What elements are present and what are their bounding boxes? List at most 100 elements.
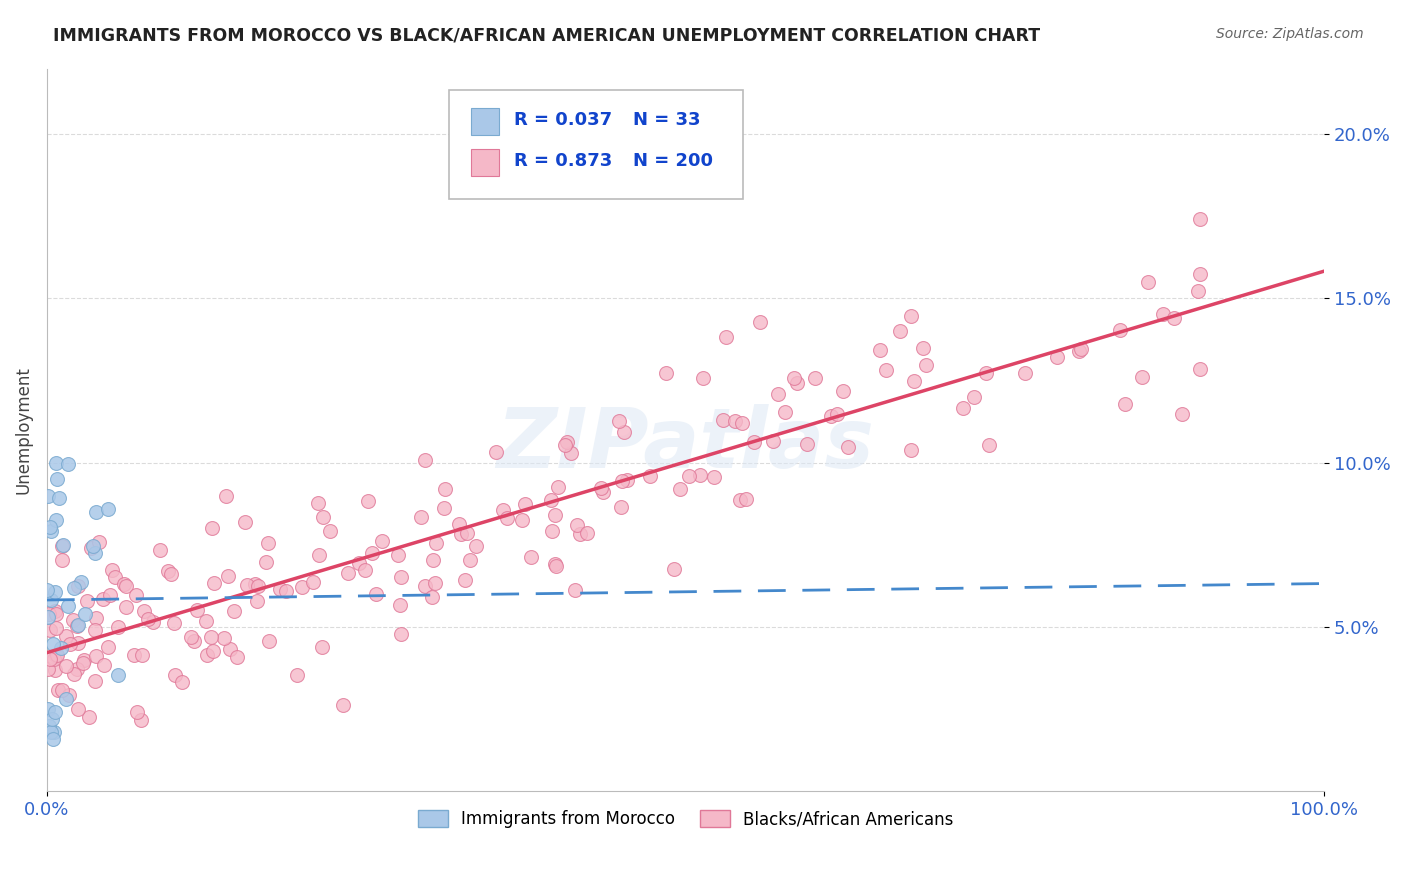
Point [51,552,73,566]
Point [84,673,107,688]
Point [301,574,323,589]
Point [389,627,412,641]
Point [654,366,676,380]
Point [149,542,172,557]
Point [389,570,412,584]
Point [51,640,73,655]
Point [748,315,770,329]
Point [875,363,897,377]
Point [204,576,226,591]
Point [38,623,60,637]
Point [541,524,564,538]
Legend: Immigrants from Morocco, Blacks/African Americans: Immigrants from Morocco, Blacks/African … [411,804,960,835]
Point [589,481,612,495]
Point [44,706,66,720]
Point [200,521,222,535]
Point [544,508,567,522]
Point [62,613,84,627]
Point [37,610,59,624]
Point [555,434,578,449]
Point [612,474,634,488]
Point [84,505,107,519]
Point [285,668,308,682]
Point [900,442,922,457]
Point [592,485,614,500]
Point [761,434,783,448]
Point [742,435,765,450]
Point [450,527,472,541]
Point [544,558,567,573]
Point [1137,275,1160,289]
Point [38,718,60,732]
Point [361,546,384,560]
Point [547,480,569,494]
Point [565,517,588,532]
Point [1152,307,1174,321]
Point [353,563,375,577]
Point [246,594,269,608]
Point [616,473,638,487]
Point [714,330,737,344]
Point [952,401,974,415]
Point [51,682,73,697]
Point [269,582,291,597]
Point [366,587,388,601]
Point [51,539,73,553]
Point [607,414,630,428]
Point [42,637,65,651]
Point [540,493,562,508]
Point [107,668,129,682]
Point [243,576,266,591]
Point [45,607,67,621]
Point [564,582,586,597]
Point [903,375,925,389]
Point [39,725,62,739]
Point [215,489,238,503]
Point [45,456,67,470]
Point [832,384,855,398]
Point [731,416,754,430]
Point [72,656,94,670]
Point [63,581,86,595]
Point [312,510,335,524]
Point [66,579,89,593]
Point [100,563,122,577]
Point [336,566,359,580]
Point [127,705,149,719]
Point [112,577,135,591]
Point [86,610,108,624]
Point [66,619,89,633]
Point [82,539,104,553]
Point [37,702,59,716]
Point [1189,212,1212,227]
Point [55,692,77,706]
Point [1109,323,1132,337]
Point [347,556,370,570]
Point [70,574,93,589]
Point [319,524,342,539]
Point [465,540,488,554]
Point [195,614,218,628]
Point [456,526,478,541]
Point [796,437,818,451]
Point [900,309,922,323]
Point [45,649,67,664]
Point [219,641,242,656]
Point [610,500,633,514]
Point [420,590,443,604]
Point [37,489,59,503]
Point [55,629,77,643]
FancyBboxPatch shape [450,90,742,199]
Text: N = 200: N = 200 [633,153,713,170]
Point [39,520,62,534]
Point [180,631,202,645]
Point [46,682,69,697]
Point [889,325,911,339]
Point [1067,344,1090,359]
Point [170,674,193,689]
Point [454,573,477,587]
Bar [471,149,499,177]
Point [195,648,218,662]
Point [84,649,107,664]
Point [638,468,661,483]
